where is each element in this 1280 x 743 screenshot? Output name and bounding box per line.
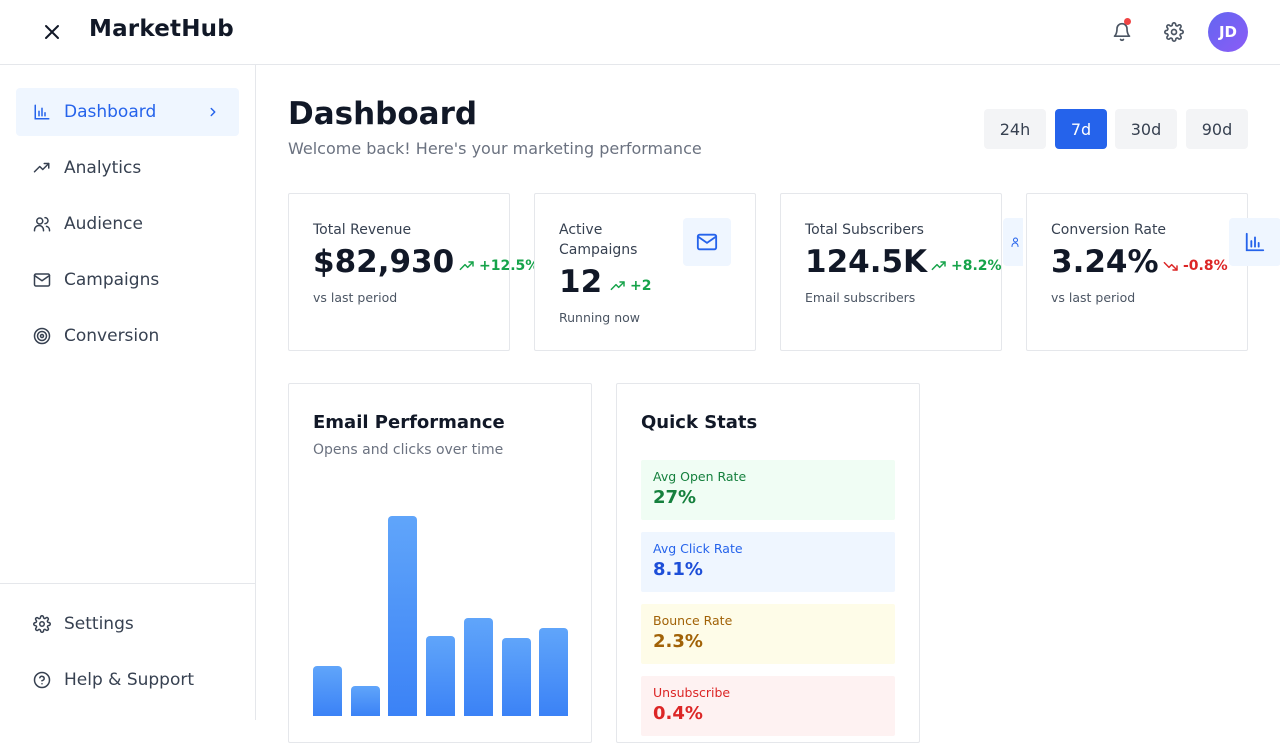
brand-title: MarketHub: [89, 16, 234, 42]
users-icon: [32, 214, 52, 234]
email-performance-chart: [313, 484, 569, 716]
stat-unsubscribe: Unsubscribe 0.4%: [641, 676, 895, 736]
stat-label: Bounce Rate: [653, 613, 733, 628]
target-icon: [32, 326, 52, 346]
sidebar: Dashboard Analytics Audience Campaigns C…: [0, 65, 256, 720]
trending-up-icon: [931, 261, 946, 271]
trending-down-icon: [1163, 261, 1178, 271]
page-subtitle: Welcome back! Here's your marketing perf…: [288, 139, 702, 158]
metric-foot: vs last period: [313, 290, 398, 305]
sidebar-item-label: Help & Support: [64, 670, 195, 690]
range-24h-button[interactable]: 24h: [984, 109, 1046, 149]
users-icon: [1011, 237, 1019, 247]
trending-up-icon: [610, 281, 625, 291]
top-bar: MarketHub JD: [0, 0, 1280, 65]
chart-bar: [313, 666, 342, 716]
chart-bar: [501, 638, 531, 716]
metric-delta-text: +2: [630, 278, 652, 294]
metric-delta: +12.5%: [459, 258, 539, 274]
range-30d-button[interactable]: 30d: [1115, 109, 1177, 149]
chart-bar: [539, 628, 569, 716]
quick-stats-panel: Quick Stats Avg Open Rate 27% Avg Click …: [616, 383, 920, 743]
sidebar-item-label: Conversion: [64, 326, 160, 346]
close-icon: [45, 25, 59, 39]
metric-delta: +8.2%: [931, 258, 1002, 274]
trending-up-icon: [459, 261, 474, 271]
panel-title: Quick Stats: [641, 412, 758, 433]
stat-value: 0.4%: [653, 703, 703, 724]
metric-icon-box: [683, 218, 731, 266]
bell-icon: [1113, 22, 1131, 42]
metric-value: 12: [559, 264, 603, 300]
metric-icon-box: [1003, 218, 1023, 266]
close-button[interactable]: [36, 16, 68, 48]
sidebar-item-campaigns[interactable]: Campaigns: [16, 256, 239, 304]
sidebar-item-conversion[interactable]: Conversion: [16, 312, 239, 360]
metric-card-campaigns: Active Campaigns 12 +2 Running now: [534, 193, 756, 351]
metric-delta: +2: [610, 278, 651, 294]
metric-card-revenue: Total Revenue $82,930 +12.5% vs last per…: [288, 193, 539, 351]
stat-bounce-rate: Bounce Rate 2.3%: [641, 604, 895, 664]
stat-open-rate: Avg Open Rate 27%: [641, 460, 895, 520]
chart-bar: [350, 686, 380, 716]
sidebar-item-label: Settings: [64, 614, 134, 634]
gear-icon: [1164, 22, 1184, 42]
sidebar-item-settings[interactable]: Settings: [16, 600, 239, 648]
notifications-button[interactable]: [1106, 16, 1138, 48]
panel-subtitle: Opens and clicks over time: [313, 442, 504, 458]
sidebar-item-label: Dashboard: [64, 102, 157, 122]
stat-click-rate: Avg Click Rate 8.1%: [641, 532, 895, 592]
avatar[interactable]: JD: [1208, 12, 1248, 52]
metric-foot: Email subscribers: [805, 290, 916, 305]
bar-chart-icon: [32, 102, 52, 122]
panel-title: Email Performance: [313, 412, 505, 433]
settings-button[interactable]: [1158, 16, 1190, 48]
sidebar-item-label: Analytics: [64, 158, 142, 178]
sidebar-item-audience[interactable]: Audience: [16, 200, 239, 248]
chart-bar: [463, 618, 493, 716]
metric-card-conversion: Conversion Rate 3.24% -0.8% vs last peri…: [1026, 193, 1280, 351]
metric-delta: -0.8%: [1163, 258, 1228, 274]
metric-value: 3.24%: [1051, 244, 1159, 280]
metric-label: Active Campaigns: [559, 222, 638, 258]
metric-foot: Running now: [559, 310, 640, 325]
chevron-right-icon: [203, 102, 223, 122]
metric-label: Total Revenue: [313, 222, 412, 238]
sidebar-item-dashboard[interactable]: Dashboard: [16, 88, 239, 136]
metric-delta-text: +12.5%: [479, 258, 540, 274]
sidebar-item-help[interactable]: Help & Support: [16, 656, 239, 704]
notification-dot: [1124, 18, 1131, 25]
bar-chart-icon: [1245, 232, 1265, 252]
metric-icon-box: [1229, 218, 1280, 266]
sidebar-item-label: Audience: [64, 214, 143, 234]
stat-value: 2.3%: [653, 631, 703, 652]
sidebar-item-label: Campaigns: [64, 270, 160, 290]
mail-icon: [32, 270, 52, 290]
mail-icon: [696, 233, 718, 251]
metric-foot: vs last period: [1051, 290, 1136, 305]
sidebar-item-analytics[interactable]: Analytics: [16, 144, 239, 192]
metric-delta-text: +8.2%: [951, 258, 1002, 274]
chart-bar: [426, 636, 456, 716]
metric-delta-text: -0.8%: [1183, 258, 1228, 274]
stat-value: 8.1%: [653, 559, 703, 580]
page-title: Dashboard: [288, 96, 478, 132]
metric-label: Total Subscribers: [805, 222, 924, 238]
metric-card-subscribers: Total Subscribers 124.5K +8.2% Email sub…: [780, 193, 1023, 351]
metric-value: 124.5K: [805, 244, 928, 280]
metric-label: Conversion Rate: [1051, 222, 1167, 238]
stat-value: 27%: [653, 487, 697, 508]
help-circle-icon: [32, 670, 52, 690]
stat-label: Unsubscribe: [653, 685, 731, 700]
stat-label: Avg Open Rate: [653, 469, 747, 484]
sidebar-divider: [0, 583, 255, 584]
stat-label: Avg Click Rate: [653, 541, 743, 556]
email-performance-panel: Email Performance Opens and clicks over …: [288, 383, 592, 743]
trending-up-icon: [32, 158, 52, 178]
gear-icon: [32, 614, 52, 634]
metric-value: $82,930: [313, 244, 455, 280]
range-90d-button[interactable]: 90d: [1186, 109, 1248, 149]
chart-bar: [388, 516, 418, 716]
range-7d-button[interactable]: 7d: [1055, 109, 1107, 149]
